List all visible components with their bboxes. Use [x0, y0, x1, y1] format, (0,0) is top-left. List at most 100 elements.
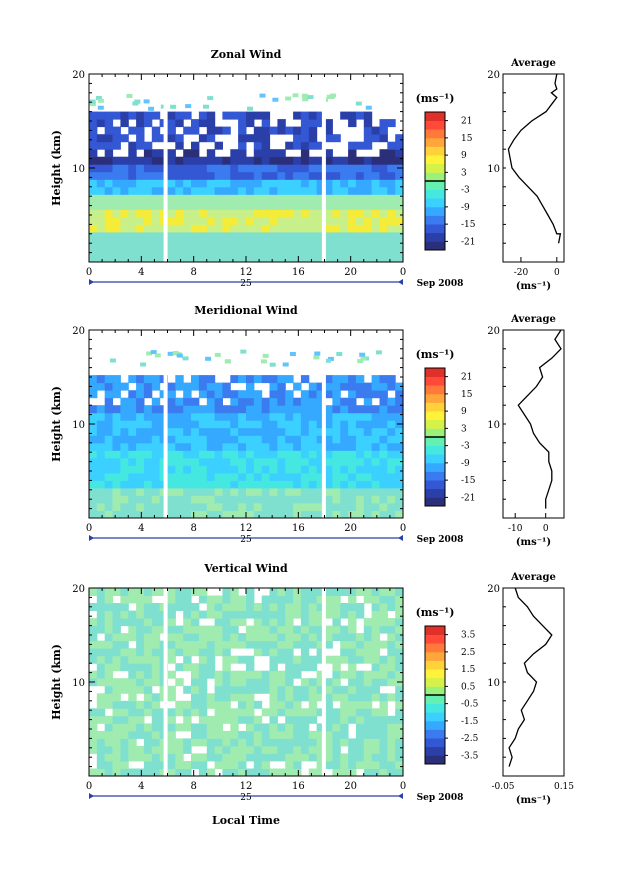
heatmap-cell — [340, 753, 349, 762]
heatmap-cell — [277, 201, 286, 210]
heatmap-cell — [222, 487, 231, 496]
heatmap-cell — [112, 209, 121, 218]
heatmap-cell — [308, 465, 318, 474]
heatmap-cell — [89, 179, 98, 188]
heatmap-cell — [214, 457, 223, 466]
profile-frame — [502, 329, 565, 519]
profile-line — [507, 73, 562, 244]
heatmap-cell — [395, 201, 404, 210]
heatmap-cell — [277, 648, 286, 657]
heatmap-cell — [293, 134, 302, 143]
heatmap-cell — [246, 382, 255, 391]
heatmap-cell — [300, 141, 310, 150]
heatmap-cell — [379, 186, 388, 195]
heatmap-cell — [379, 761, 388, 769]
heatmap-cell — [316, 450, 325, 459]
heatmap-cell — [324, 209, 333, 218]
heatmap-cell — [340, 209, 349, 218]
heatmap-cell — [89, 472, 98, 481]
heatmap-cell — [395, 753, 404, 762]
heatmap-cell — [348, 194, 357, 203]
heatmap-cell — [143, 588, 153, 596]
heatmap-cell — [206, 156, 216, 165]
heatmap-cell — [379, 420, 388, 429]
heatmap-cell — [340, 648, 349, 657]
heatmap-cell — [175, 510, 184, 519]
heatmap-cell — [167, 655, 176, 664]
heatmap-cell — [253, 194, 263, 203]
heatmap-cell — [151, 588, 161, 596]
heatmap-cell — [183, 442, 192, 451]
colorbar-swatch — [425, 703, 445, 713]
heatmap-cell — [269, 362, 276, 367]
heatmap-cell — [151, 480, 161, 489]
heatmap-cell — [387, 768, 396, 777]
heatmap-cell — [340, 480, 349, 489]
heatmap-cell — [128, 216, 137, 225]
heatmap-cell — [363, 119, 373, 128]
heatmap-cell — [395, 141, 404, 150]
colorbar-tick-label: 3 — [461, 424, 467, 434]
heatmap-cell — [293, 633, 302, 642]
heatmap-cell — [269, 442, 278, 451]
heatmap-cell — [253, 761, 263, 769]
heatmap-cell — [89, 239, 98, 248]
heatmap-cell — [191, 633, 200, 642]
heatmap-cell — [206, 194, 216, 203]
heatmap-cell — [246, 603, 255, 611]
heatmap-cell — [198, 375, 208, 384]
heatmap-cell — [151, 247, 161, 255]
heatmap-cell — [214, 450, 223, 459]
heatmap-cell — [371, 487, 380, 496]
heatmap-cell — [112, 239, 121, 248]
x-tick-label: 20 — [344, 781, 357, 792]
heatmap-cell — [308, 768, 318, 777]
heatmap-cell — [198, 510, 208, 519]
heatmap-cell — [206, 510, 216, 519]
heatmap-cell — [371, 655, 380, 664]
heatmap-cell — [269, 715, 278, 724]
heatmap-cell — [371, 231, 380, 240]
heatmap-cell — [253, 412, 263, 421]
heatmap-cell — [379, 640, 388, 649]
heatmap-cell — [89, 457, 98, 466]
heatmap-cell — [300, 194, 310, 203]
heatmap-cell — [293, 171, 302, 180]
heatmap-cell — [316, 239, 325, 248]
heatmap-cell — [89, 247, 98, 255]
heatmap-cell — [246, 480, 255, 489]
heatmap-cell — [285, 510, 294, 519]
heatmap-cell — [302, 97, 309, 102]
heatmap-cell — [332, 427, 341, 436]
heatmap-cell — [167, 480, 176, 489]
heatmap-cell — [238, 405, 247, 414]
colorbar-swatch — [425, 419, 445, 429]
heatmap-cell — [348, 610, 357, 619]
heatmap-cell — [151, 231, 161, 240]
heatmap-cell — [191, 186, 200, 195]
heatmap-cell — [332, 465, 341, 474]
heatmap-cell — [120, 427, 129, 436]
heatmap-cell — [191, 179, 200, 188]
heatmap-cell — [379, 224, 388, 233]
heatmap-cell — [238, 685, 247, 694]
heatmap-cell — [128, 231, 137, 240]
heatmap-cell — [277, 450, 286, 459]
heatmap-cell — [151, 194, 161, 203]
heatmap-cell — [293, 730, 302, 739]
heatmap-cell — [151, 510, 161, 519]
heatmap-cell — [269, 495, 278, 504]
heatmap-cell — [340, 693, 349, 702]
heatmap-cell — [198, 738, 208, 747]
heatmap-cell — [387, 119, 396, 128]
heatmap-cell — [136, 472, 145, 481]
heatmap-cell — [120, 457, 129, 466]
heatmap-cell — [146, 351, 153, 356]
heatmap-cell — [175, 648, 184, 657]
heatmap-cell — [340, 435, 349, 444]
heatmap-cell — [363, 510, 373, 519]
heatmap-cell — [246, 390, 255, 399]
heatmap-cell — [214, 595, 223, 604]
heatmap-cell — [293, 700, 302, 709]
heatmap-cell — [206, 239, 216, 248]
